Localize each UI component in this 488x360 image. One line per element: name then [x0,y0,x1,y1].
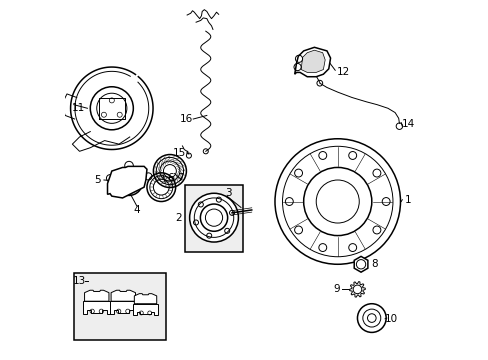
Bar [74,273,165,339]
Polygon shape [134,294,156,304]
Polygon shape [133,304,158,315]
Polygon shape [349,282,365,297]
Text: 2: 2 [175,213,182,222]
Text: 1: 1 [404,195,411,205]
Text: 5: 5 [94,175,101,185]
Text: 12: 12 [336,67,349,77]
Text: 11: 11 [72,103,85,113]
Bar [185,185,242,252]
Text: 9: 9 [332,284,339,294]
Polygon shape [83,301,110,314]
Polygon shape [107,166,147,198]
Polygon shape [294,47,330,77]
Circle shape [357,304,386,332]
Polygon shape [111,290,135,301]
Text: 14: 14 [401,120,414,129]
Text: 3: 3 [224,188,231,198]
Polygon shape [353,256,367,272]
Text: 7: 7 [176,173,183,183]
Text: 4: 4 [133,206,140,216]
Text: 15: 15 [172,148,185,158]
Polygon shape [109,301,137,314]
Circle shape [189,193,238,242]
Text: 10: 10 [384,314,397,324]
Text: 8: 8 [370,259,377,269]
Text: 6: 6 [167,173,174,183]
Polygon shape [301,50,325,72]
Polygon shape [84,290,109,301]
Text: 16: 16 [180,114,193,124]
Text: 13: 13 [73,276,86,286]
